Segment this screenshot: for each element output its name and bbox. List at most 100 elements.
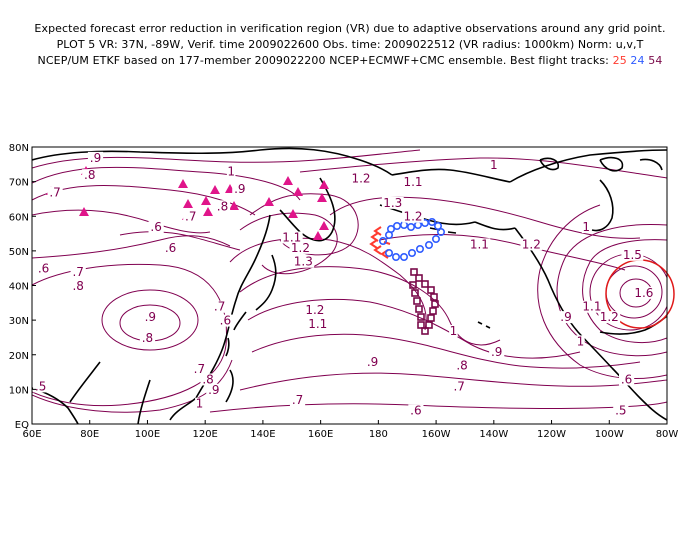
contour-label-bg xyxy=(142,311,158,324)
contour-label: .9 xyxy=(491,345,502,359)
contour-label: 1 xyxy=(450,324,458,338)
contour-label: .6 xyxy=(410,404,421,418)
x-tick-label: 100W xyxy=(595,429,624,440)
x-tick-label: 60E xyxy=(22,429,41,440)
track-label-blue: 24 xyxy=(630,54,645,67)
contour-label: 1 xyxy=(227,165,235,179)
contour-label-bg xyxy=(195,397,204,410)
contour-label-bg xyxy=(621,248,644,261)
contour-label: 1.1 xyxy=(470,237,489,251)
contour-labels: .9.8.71.9.8.7.6.6.6.7.8.9.8.7.6.7.8.9.51… xyxy=(33,151,655,418)
contour-label-bg xyxy=(581,221,591,234)
x-tick-label: 140E xyxy=(250,429,275,440)
contour-label: .9 xyxy=(145,310,156,324)
y-tick-label: 70N xyxy=(9,178,29,189)
contour-label: .7 xyxy=(214,300,225,314)
contour-label: .6 xyxy=(150,220,161,234)
contour-label-bg xyxy=(449,324,458,337)
contour-label-bg xyxy=(303,304,326,317)
contour-label: .8 xyxy=(456,359,467,373)
x-tick-label: 140W xyxy=(479,429,508,440)
contour-label-bg xyxy=(280,231,303,244)
coastlines xyxy=(32,147,667,424)
track-25-markers xyxy=(369,226,391,259)
contour-label-bg xyxy=(200,373,216,386)
contour-label-bg xyxy=(87,151,104,164)
contour-label-bg xyxy=(206,383,222,396)
contour-label: .8 xyxy=(217,199,228,213)
contour-label-bg xyxy=(618,373,635,386)
x-tick-label: 80E xyxy=(80,429,99,440)
contour-label: .7 xyxy=(72,265,83,279)
contour-label: .7 xyxy=(292,393,303,407)
contour-label-bg xyxy=(381,196,404,209)
y-tick-label: 40N xyxy=(9,282,29,293)
contour-label: .7 xyxy=(49,185,60,199)
contour-label: 1.3 xyxy=(383,196,402,210)
contour-label: 1 xyxy=(577,334,585,348)
contour-label-bg xyxy=(489,345,505,358)
title-line-3: NCEP/UM ETKF based on 177-member 2009022… xyxy=(0,54,700,67)
contour-label-bg xyxy=(633,286,655,299)
contour-label-bg xyxy=(232,183,248,196)
contour-label: .9 xyxy=(367,355,378,369)
contour-label-bg xyxy=(613,404,629,417)
track-label-purple: 54 xyxy=(648,54,663,67)
contour-label-bg xyxy=(139,331,156,344)
contour-label-bg xyxy=(306,318,329,331)
contour-label-bg xyxy=(520,238,543,251)
contour-label: .8 xyxy=(84,168,95,182)
track-label-red: 25 xyxy=(612,54,627,67)
contour-label: .7 xyxy=(185,210,196,224)
contour-label: .8 xyxy=(202,372,213,386)
contour-label: .7 xyxy=(194,362,205,376)
contour-label-bg xyxy=(289,241,312,254)
contour-label-bg xyxy=(148,221,164,234)
contour-label-bg xyxy=(35,262,52,275)
contour-label: .6 xyxy=(220,314,231,328)
contour-label: .6 xyxy=(38,262,49,276)
x-tick-label: 180 xyxy=(369,429,388,440)
contour-label-bg xyxy=(162,241,179,254)
contour-label-bg xyxy=(217,314,233,327)
contour-label: .9 xyxy=(560,310,571,324)
contour-label: 1.5 xyxy=(623,248,642,262)
contour-label-bg xyxy=(581,300,603,313)
x-tick-label: 100E xyxy=(135,429,160,440)
contour-label-bg xyxy=(292,255,315,268)
title-line-1: Expected forecast error reduction in ver… xyxy=(34,22,666,35)
contour-label: .7 xyxy=(453,379,464,393)
contour-label: 1.1 xyxy=(282,230,301,244)
y-axis: 80N 70N 60N 50N 40N 30N 20N 10N EQ xyxy=(9,143,36,431)
contour-label-bg xyxy=(598,311,621,324)
y-tick-label: 60N xyxy=(9,212,29,223)
contour-label: .8 xyxy=(72,279,83,293)
contour-label: 1.6 xyxy=(634,286,653,300)
track-54-markers xyxy=(409,268,439,335)
contour-lines xyxy=(32,149,667,413)
contour-label-bg xyxy=(226,165,236,178)
contour-label-bg xyxy=(183,210,199,223)
contour-label-bg xyxy=(70,266,86,279)
contour-label: 1.1 xyxy=(308,317,327,331)
x-tick-label: 80W xyxy=(656,429,679,440)
contour-label-bg xyxy=(468,238,491,251)
map-frame xyxy=(31,146,668,425)
y-tick-label: 10N xyxy=(9,385,29,396)
contour-label-bg xyxy=(33,380,49,393)
contour-label: .8 xyxy=(142,331,153,345)
title-line-2: PLOT 5 VR: 37N, -89W, Verif. time 200902… xyxy=(56,38,644,51)
contour-label: .9 xyxy=(90,151,101,165)
contour-label-bg xyxy=(451,380,467,393)
contour-label: .6 xyxy=(165,241,176,255)
contour-label-bg xyxy=(402,176,424,189)
contour-label-bg xyxy=(408,404,424,417)
x-tick-label: 120E xyxy=(192,429,217,440)
track-24-markers xyxy=(378,218,445,262)
contour-label: .5 xyxy=(35,379,46,393)
contour-label-bg xyxy=(289,394,306,407)
contour-label: 1.2 xyxy=(522,237,541,251)
y-tick-label: 50N xyxy=(9,247,29,258)
contour-label-bg xyxy=(576,335,585,348)
